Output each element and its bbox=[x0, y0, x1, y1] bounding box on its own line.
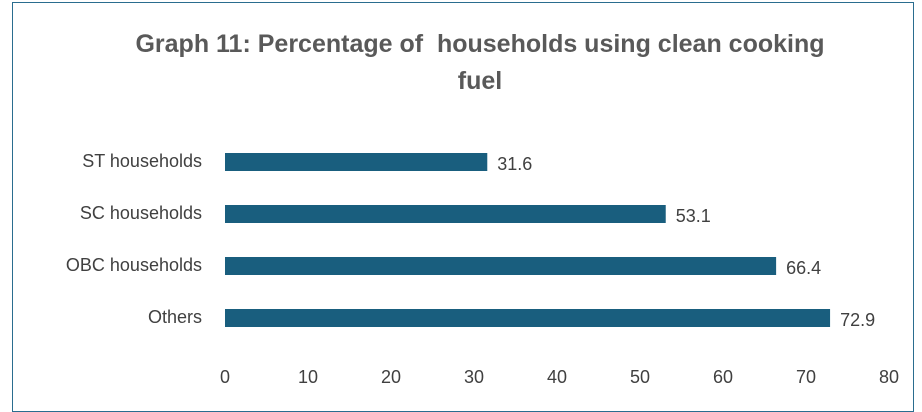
x-tick-label: 30 bbox=[464, 367, 484, 387]
x-tick-label: 20 bbox=[381, 367, 401, 387]
x-tick-label: 50 bbox=[630, 367, 650, 387]
data-label: 72.9 bbox=[840, 310, 875, 330]
x-tick-label: 60 bbox=[713, 367, 733, 387]
x-tick-label: 0 bbox=[220, 367, 230, 387]
bar bbox=[225, 205, 666, 223]
x-tick-label: 10 bbox=[298, 367, 318, 387]
x-tick-label: 70 bbox=[796, 367, 816, 387]
x-tick-label: 80 bbox=[879, 367, 899, 387]
y-tick-label: SC households bbox=[80, 203, 202, 223]
y-tick-label: ST households bbox=[82, 151, 202, 171]
chart-title: Graph 11: Percentage of households using… bbox=[135, 30, 832, 95]
chart: 0 10 20 30 40 50 60 70 80 ST households 31.6 SC hou… bbox=[66, 151, 899, 387]
x-tick-label: 40 bbox=[547, 367, 567, 387]
bar bbox=[225, 153, 488, 171]
bar bbox=[225, 257, 777, 275]
bar bbox=[225, 309, 831, 327]
page: Graph 11: Percentage of households using… bbox=[12, 2, 914, 412]
y-tick-label: OBC households bbox=[66, 255, 202, 275]
y-tick-label: Others bbox=[148, 307, 202, 327]
data-label: 53.1 bbox=[676, 206, 711, 226]
data-label: 31.6 bbox=[497, 154, 532, 174]
data-label: 66.4 bbox=[786, 258, 821, 278]
